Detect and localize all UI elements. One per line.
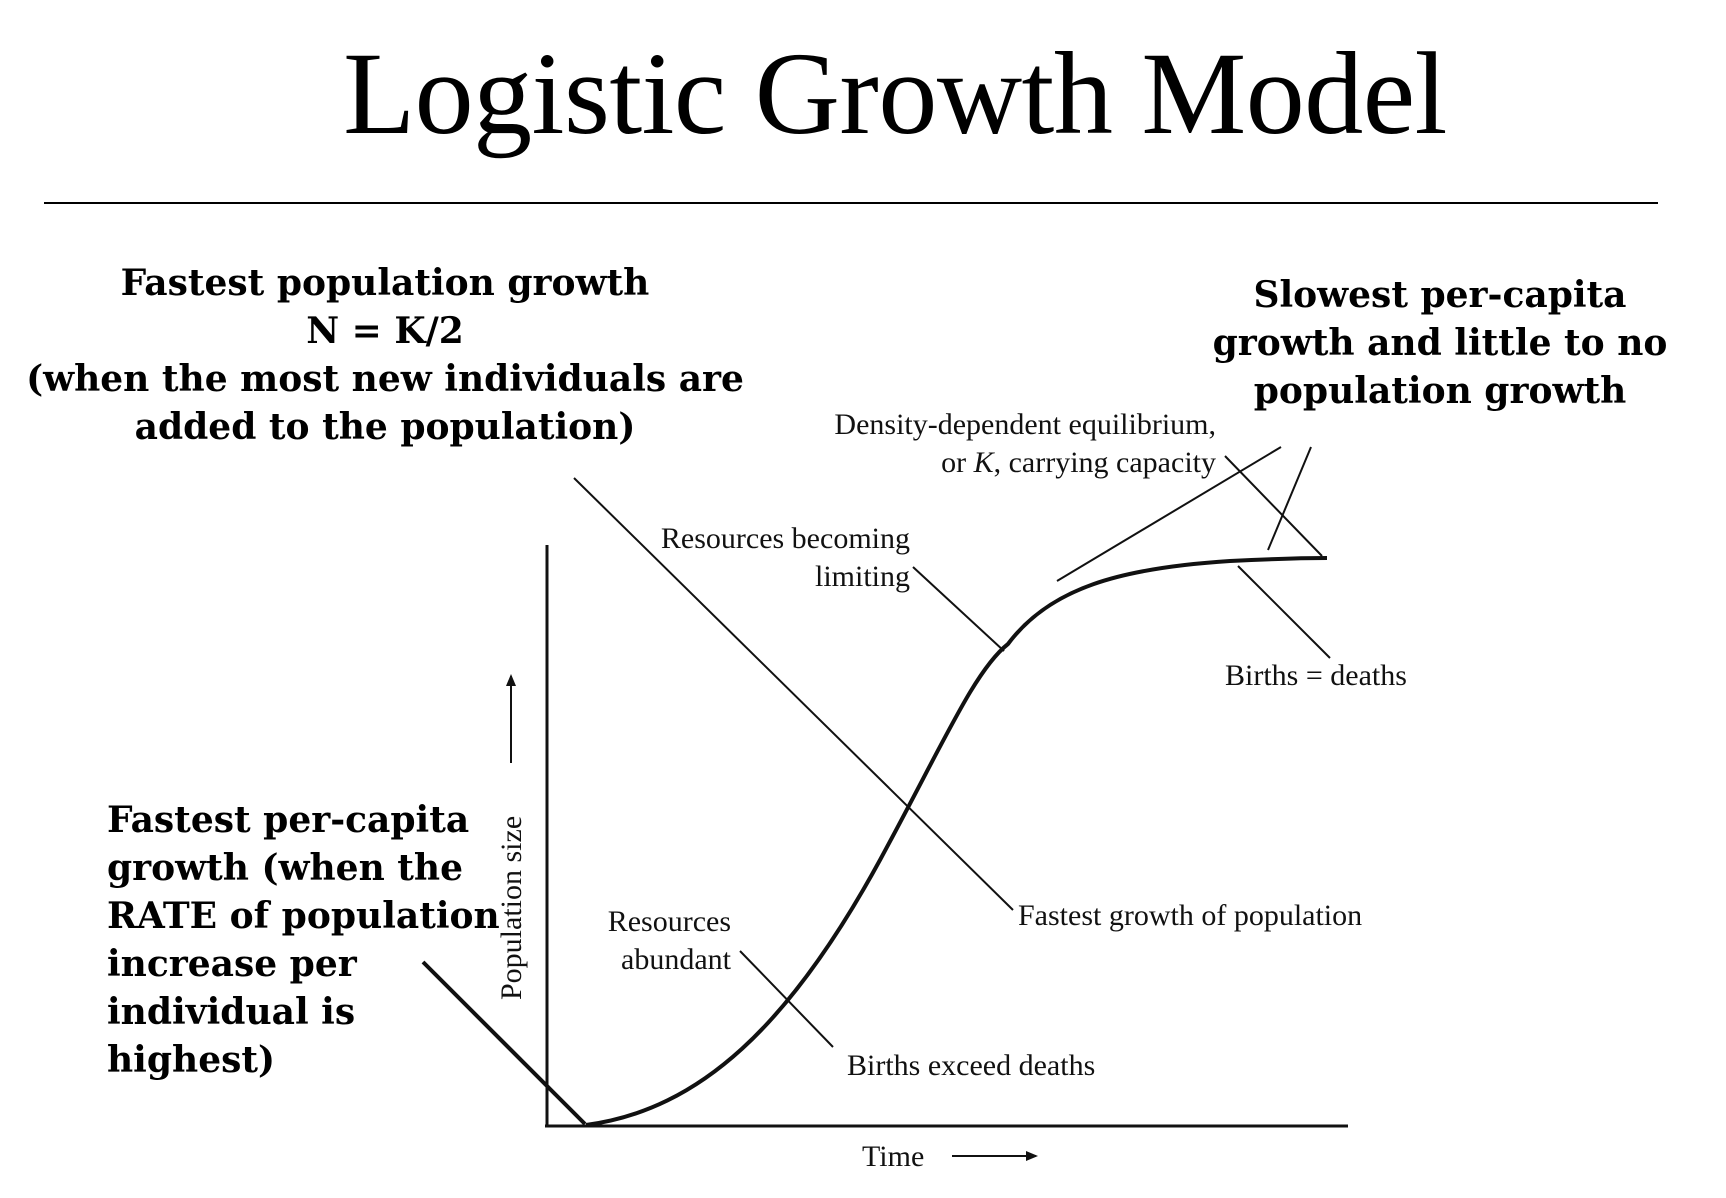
x-axis-label: Time (862, 1140, 924, 1173)
label-births-exceed-deaths: Births exceed deaths (847, 1049, 1095, 1082)
label-resources-abundant-line1: Resources (608, 905, 731, 938)
callout-line: (when the most new individuals are (26, 358, 744, 400)
callout-line: growth and little to no (1212, 322, 1668, 364)
slide-title: Logistic Growth Model (343, 28, 1447, 159)
label-births-equal-deaths: Births = deaths (1225, 659, 1407, 692)
callout-line: added to the population) (134, 406, 636, 448)
callout-line: growth (when the (107, 847, 463, 889)
callout-fastest-per-capita: Fastest per-capita growth (when the RATE… (107, 796, 500, 1084)
callout-line: Slowest per-capita (1253, 274, 1627, 316)
leader-births-equal-deaths (1237, 565, 1331, 659)
callout-line: RATE of population (107, 895, 500, 937)
callout-line: N = K/2 (306, 310, 464, 352)
label-resources-limiting-line2: limiting (815, 560, 910, 593)
logistic-curve (585, 556, 1328, 1127)
leader-slowest-left (1056, 446, 1282, 582)
callout-line: population growth (1253, 370, 1627, 412)
callout-line: individual is (107, 991, 356, 1033)
label-equilibrium-k: K (973, 446, 996, 479)
callout-line: Fastest population growth (120, 262, 650, 304)
label-equilibrium-line2: or K, carrying capacity (941, 446, 1216, 479)
callout-line: Fastest per-capita (107, 799, 470, 841)
callout-line: highest) (107, 1039, 276, 1081)
label-fastest-growth: Fastest growth of population (1018, 899, 1362, 932)
leader-fastest-per-capita (421, 960, 587, 1126)
leader-resources-limiting (912, 566, 1005, 652)
leader-fastest-population (573, 477, 1014, 911)
leader-equilibrium (1224, 455, 1323, 557)
label-equilibrium-line1: Density-dependent equilibrium, (834, 408, 1216, 441)
callout-line: increase per (107, 943, 357, 985)
leader-resources-abundant (739, 950, 834, 1048)
title-divider (44, 202, 1658, 204)
label-equilibrium-suffix: , carrying capacity (994, 446, 1216, 479)
label-equilibrium-prefix: or (941, 446, 974, 479)
callout-fastest-population-growth: Fastest population growth N = K/2 (when … (20, 259, 750, 451)
label-resources-limiting-line1: Resources becoming (661, 522, 910, 555)
y-axis-label: Population size (495, 816, 528, 1000)
callout-slowest-per-capita: Slowest per-capita growth and little to … (1200, 271, 1680, 415)
leader-slowest-right (1267, 446, 1312, 551)
label-resources-abundant-line2: abundant (621, 943, 732, 976)
